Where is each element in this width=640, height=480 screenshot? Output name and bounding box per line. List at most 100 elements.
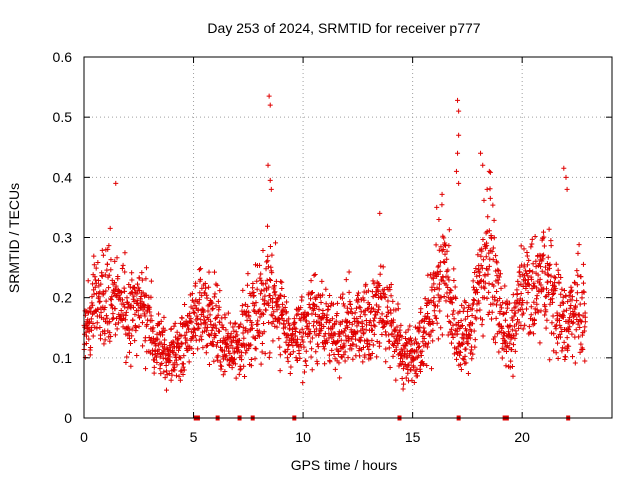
data-point [453, 168, 459, 174]
data-point [383, 329, 389, 335]
data-point [158, 318, 164, 324]
data-point [355, 299, 361, 305]
data-point [368, 355, 374, 361]
data-point [269, 252, 275, 258]
data-point [520, 300, 526, 306]
data-point [91, 287, 97, 293]
data-point [349, 321, 355, 327]
data-point [253, 346, 259, 352]
data-point [96, 277, 102, 283]
data-point [220, 372, 226, 378]
data-point [501, 310, 507, 316]
data-point [250, 285, 256, 291]
data-point [314, 361, 320, 367]
data-point [313, 326, 319, 332]
data-point [309, 335, 315, 341]
data-point [201, 313, 207, 319]
data-point [93, 280, 99, 286]
data-point [176, 347, 182, 353]
data-point [130, 296, 136, 302]
data-point [89, 327, 95, 333]
data-point [249, 325, 255, 331]
data-point [499, 325, 505, 331]
data-point [497, 308, 503, 314]
data-point [265, 253, 271, 259]
data-point [524, 270, 530, 276]
data-point [241, 335, 247, 341]
data-point [203, 321, 209, 327]
data-point [338, 337, 344, 343]
data-point [436, 216, 442, 222]
data-point [261, 311, 267, 317]
data-point [219, 363, 225, 369]
data-point [246, 309, 252, 315]
data-point [267, 177, 273, 183]
data-point [113, 283, 119, 289]
data-point [106, 272, 112, 278]
data-point [211, 358, 217, 364]
data-point [472, 337, 478, 343]
data-point [262, 351, 268, 357]
data-point [270, 338, 276, 344]
data-point [561, 339, 567, 345]
data-point [427, 272, 433, 278]
data-point [327, 359, 333, 365]
data-point [120, 311, 126, 317]
data-point [211, 269, 217, 275]
data-point [174, 362, 180, 368]
data-point [454, 356, 460, 362]
data-point [227, 351, 233, 357]
data-point [350, 341, 356, 347]
data-point [438, 325, 444, 331]
data-point [582, 314, 588, 320]
data-point [209, 306, 215, 312]
data-point [416, 344, 422, 350]
data-point [463, 299, 469, 305]
data-point [343, 277, 349, 283]
data-point [129, 333, 135, 339]
data-point [236, 349, 242, 355]
data-point [435, 271, 441, 277]
data-point [379, 319, 385, 325]
data-point [192, 303, 198, 309]
data-point [381, 318, 387, 324]
data-point [122, 304, 128, 310]
data-point [503, 339, 509, 345]
data-point [256, 333, 262, 339]
data-point [547, 301, 553, 307]
data-point [490, 202, 496, 208]
data-point [439, 202, 445, 208]
data-point [499, 305, 505, 311]
data-point [196, 267, 202, 273]
data-point [181, 353, 187, 359]
data-point [258, 288, 264, 294]
data-point [148, 278, 154, 284]
data-point [114, 255, 120, 261]
data-point [285, 358, 291, 364]
data-point [271, 290, 277, 296]
data-point [553, 350, 559, 356]
data-point [493, 315, 499, 321]
data-point [206, 284, 212, 290]
data-point [195, 346, 201, 352]
data-point [319, 278, 325, 284]
data-point [375, 288, 381, 294]
data-point [357, 314, 363, 320]
data-point [575, 272, 581, 278]
data-point [312, 311, 318, 317]
data-point [495, 322, 501, 328]
data-point [577, 349, 583, 355]
data-point [554, 310, 560, 316]
data-point [115, 287, 121, 293]
data-point [361, 330, 367, 336]
y-tick-label: 0.3 [53, 230, 73, 246]
data-point [345, 355, 351, 361]
data-point [403, 329, 409, 335]
data-point [343, 333, 349, 339]
data-point [120, 262, 126, 268]
data-point [455, 97, 461, 103]
data-point [268, 186, 274, 192]
data-point [441, 259, 447, 265]
data-point [158, 371, 164, 377]
data-point [215, 298, 221, 304]
